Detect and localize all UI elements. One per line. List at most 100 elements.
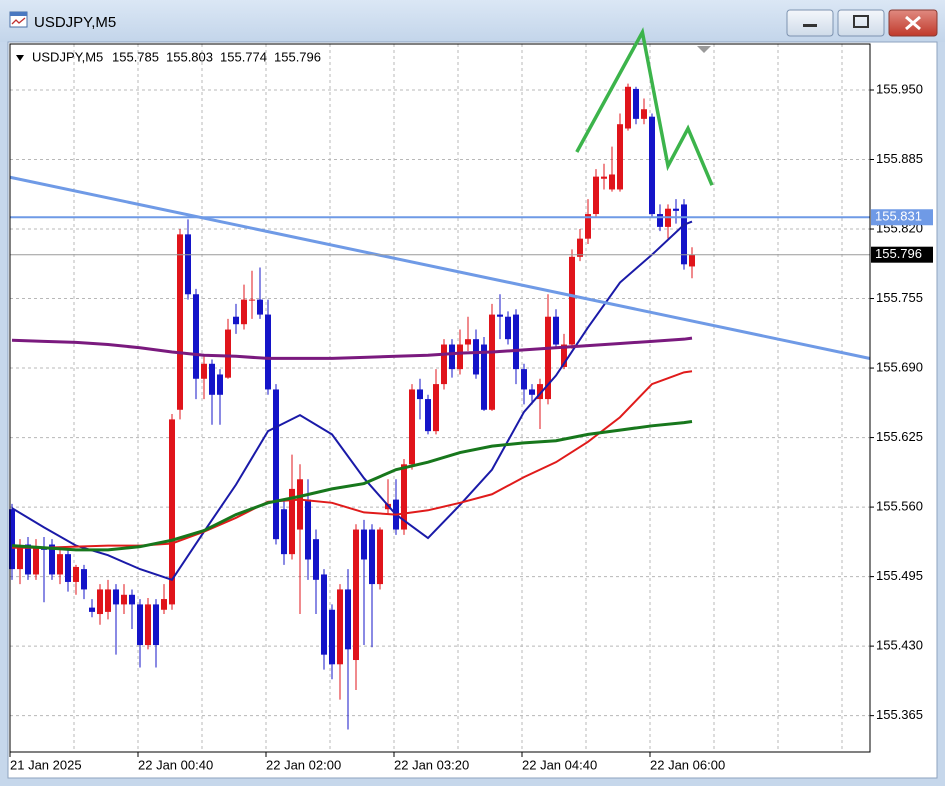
- candle-body: [249, 299, 255, 301]
- candle-body: [417, 389, 423, 400]
- candle-body: [305, 499, 311, 560]
- y-tick-label: 155.625: [876, 429, 923, 444]
- candle-layer: [9, 83, 695, 730]
- candle-body: [217, 374, 223, 395]
- candle-body: [185, 234, 191, 295]
- candle-body: [161, 599, 167, 610]
- axis-layer: 155.950155.885155.820155.755155.690155.6…: [9, 81, 933, 772]
- candle-body: [505, 316, 511, 340]
- candle-body: [81, 569, 87, 590]
- x-tick-label: 22 Jan 02:00: [266, 757, 341, 772]
- candle-body: [209, 363, 215, 395]
- candle-body: [601, 176, 607, 179]
- app-icon: [9, 11, 28, 28]
- candle-body: [137, 604, 143, 646]
- chart-title: USDJPY,M5: [32, 49, 103, 64]
- minimize-button[interactable]: [786, 9, 834, 37]
- x-tick-label: 22 Jan 03:20: [394, 757, 469, 772]
- header-close: 155.796: [274, 49, 321, 64]
- candle-body: [641, 109, 647, 119]
- drawn-pattern: [575, 27, 714, 186]
- candle-body: [201, 363, 207, 379]
- candle-body: [657, 214, 663, 227]
- candle-body: [689, 254, 695, 267]
- candle-body: [513, 314, 519, 370]
- candle-body: [361, 529, 367, 560]
- y-tick-label: 155.560: [876, 499, 923, 514]
- candle-body: [265, 314, 271, 390]
- candle-body: [425, 399, 431, 432]
- candle-body: [25, 544, 31, 575]
- y-tick-label: 155.365: [876, 707, 923, 722]
- candle-body: [321, 574, 327, 655]
- candle-body: [369, 529, 375, 585]
- candle-body: [273, 389, 279, 540]
- candle-body: [281, 509, 287, 555]
- candle-body: [537, 384, 543, 400]
- candle-body: [49, 544, 55, 575]
- candle-body: [353, 529, 359, 661]
- candle-body: [529, 389, 535, 395]
- candle-body: [241, 299, 247, 325]
- x-tick-label: 22 Jan 04:40: [522, 757, 597, 772]
- candle-body: [585, 214, 591, 239]
- candle-body: [129, 594, 135, 605]
- candle-body: [409, 389, 415, 465]
- close-button[interactable]: [888, 9, 938, 37]
- candle-body: [545, 316, 551, 400]
- hline-price-box: [871, 209, 933, 226]
- candle-body: [73, 566, 79, 582]
- header-high: 155.803: [166, 49, 213, 64]
- candle-body: [473, 339, 479, 375]
- candle-body: [57, 554, 63, 575]
- candle-body: [489, 314, 495, 410]
- x-tick-label: 22 Jan 00:40: [138, 757, 213, 772]
- candle-body: [673, 208, 679, 211]
- y-tick-label: 155.755: [876, 290, 923, 305]
- candle-body: [97, 589, 103, 615]
- candle-body: [153, 604, 159, 646]
- candle-body: [345, 589, 351, 650]
- candle-body: [9, 509, 15, 570]
- header-low: 155.774: [220, 49, 267, 64]
- candle-body: [177, 234, 183, 410]
- candle-body: [113, 589, 119, 605]
- candle-body: [441, 344, 447, 385]
- chart-shift-marker: [697, 46, 711, 53]
- current-price-label: 155.796: [875, 246, 922, 261]
- candle-body: [121, 594, 127, 605]
- candle-body: [233, 316, 239, 325]
- indicator-layer: [9, 175, 871, 582]
- y-tick-label: 155.430: [876, 638, 923, 653]
- grid-layer: [10, 44, 870, 752]
- header-open: 155.785: [112, 49, 159, 64]
- candle-body: [225, 329, 231, 378]
- candle-body: [457, 344, 463, 370]
- candle-body: [633, 88, 639, 119]
- candle-body: [577, 238, 583, 257]
- trendline: [9, 175, 871, 360]
- candle-body: [33, 547, 39, 575]
- candle-body: [681, 204, 687, 265]
- candle-body: [145, 604, 151, 646]
- candle-body: [521, 369, 527, 390]
- candle-body: [193, 294, 199, 379]
- window-title: USDJPY,M5: [34, 14, 116, 31]
- moving-average: [11, 336, 693, 360]
- candle-body: [401, 464, 407, 530]
- maximize-button[interactable]: [837, 9, 885, 37]
- candle-body: [297, 479, 303, 530]
- candle-body: [625, 86, 631, 129]
- y-tick-label: 155.950: [876, 81, 923, 96]
- candle-body: [65, 554, 71, 582]
- x-tick-label: 22 Jan 06:00: [650, 757, 725, 772]
- candle-body: [105, 589, 111, 612]
- candle-body: [593, 176, 599, 215]
- candle-body: [465, 339, 471, 345]
- y-tick-label: 155.495: [876, 568, 923, 583]
- moving-average: [11, 420, 693, 552]
- candle-body: [313, 539, 319, 580]
- candle-body: [481, 344, 487, 410]
